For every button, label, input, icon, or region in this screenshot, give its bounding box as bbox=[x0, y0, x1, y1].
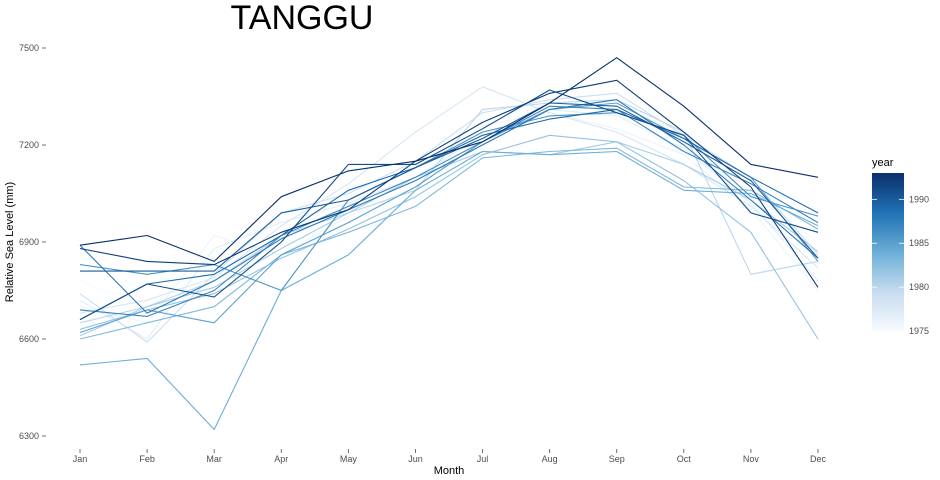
legend-tick-label: 1975 bbox=[909, 326, 929, 336]
y-tick-label: 7200 bbox=[19, 140, 39, 150]
legend-tick-label: 1990 bbox=[909, 194, 929, 204]
legend-title: year bbox=[872, 157, 894, 169]
legend: year 1975 1980 1985 1990 bbox=[872, 157, 929, 336]
x-tick-label: Jan bbox=[73, 454, 88, 464]
y-axis-title: Relative Sea Level (mm) bbox=[4, 182, 16, 302]
series-line-1982 bbox=[79, 134, 819, 340]
series-line-1987 bbox=[79, 105, 819, 317]
x-tick-label: Oct bbox=[677, 454, 692, 464]
x-tick-label: Jun bbox=[408, 454, 423, 464]
y-tick-label: 7500 bbox=[19, 43, 39, 53]
legend-tick-label: 1985 bbox=[909, 238, 929, 248]
x-tick-label: Feb bbox=[139, 454, 155, 464]
series-line-1991 bbox=[79, 89, 819, 321]
series-line-1993 bbox=[79, 57, 819, 262]
x-tick-label: Sep bbox=[609, 454, 625, 464]
x-tick-label: May bbox=[340, 454, 358, 464]
series-line-1975 bbox=[79, 105, 819, 308]
series-line-1984 bbox=[79, 150, 819, 431]
series-line-1983 bbox=[79, 147, 819, 340]
legend-tick-label: 1980 bbox=[909, 282, 929, 292]
chart-title: TANGGU bbox=[231, 0, 374, 37]
series-line-1979 bbox=[79, 92, 819, 343]
y-tick-label: 6300 bbox=[19, 431, 39, 441]
series-line-1980 bbox=[79, 99, 819, 324]
x-tick-label: Apr bbox=[274, 454, 288, 464]
x-axis: Jan Feb Mar Apr May Jun Jul Aug Sep Oct Nov Dec bbox=[73, 449, 827, 464]
x-axis-title: Month bbox=[434, 465, 465, 477]
y-tick-label: 6600 bbox=[19, 334, 39, 344]
x-tick-label: Jul bbox=[477, 454, 489, 464]
x-tick-label: Aug bbox=[542, 454, 558, 464]
y-tick-label: 6900 bbox=[19, 237, 39, 247]
series-line-1989 bbox=[79, 108, 819, 321]
legend-ticks: 1975 1980 1985 1990 bbox=[872, 194, 929, 336]
x-tick-label: Nov bbox=[743, 454, 760, 464]
x-tick-label: Mar bbox=[206, 454, 222, 464]
series-line-1990 bbox=[80, 102, 819, 272]
y-axis: 6300 6600 6900 7200 7500 bbox=[19, 43, 46, 441]
series-line-1976 bbox=[79, 112, 819, 324]
legend-colorbar bbox=[872, 173, 904, 331]
series-lines bbox=[79, 57, 819, 431]
series-line-1992 bbox=[79, 79, 819, 288]
series-line-1977 bbox=[79, 108, 819, 340]
x-tick-label: Dec bbox=[810, 454, 827, 464]
series-line-1978 bbox=[79, 86, 819, 314]
series-line-1988 bbox=[79, 99, 819, 314]
